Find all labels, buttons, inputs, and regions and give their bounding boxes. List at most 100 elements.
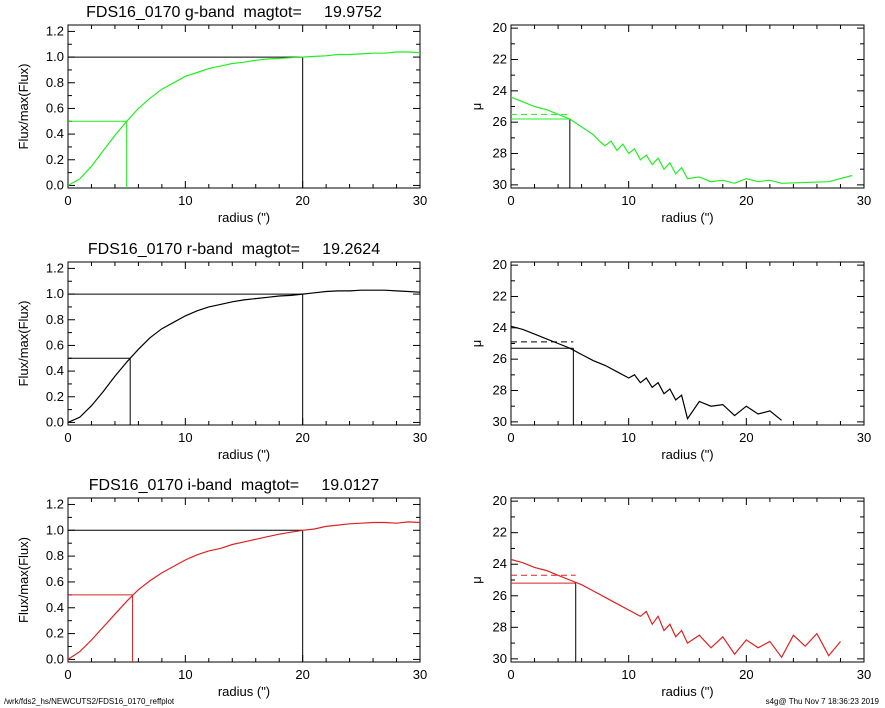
y-tick-label: 30 [493, 414, 507, 429]
y-tick-label: 0.6 [46, 100, 64, 115]
plot-area [511, 558, 841, 662]
y-tick-label: 0.2 [46, 626, 64, 641]
x-tick-label: 10 [178, 667, 192, 682]
chart-panel-3: 0 10 20 30 0.0 0.2 0.4 0.6 0.8 1.0 1.2 radius (") Fl… [16, 241, 427, 462]
x-tick-label: 10 [621, 193, 635, 208]
data-series-line [511, 558, 841, 659]
y-tick-label: 20 [493, 493, 507, 508]
y-tick-label: 1.2 [46, 23, 64, 38]
plot-area [511, 325, 782, 425]
data-series-line [68, 289, 420, 423]
footer-file-path: /wrk/fds2_hs/NEWCUTS2/FDS16_0170_reffplo… [4, 697, 175, 706]
x-tick-label: 30 [857, 430, 871, 445]
y-tick-label: 0.6 [46, 337, 64, 352]
y-tick-label: 0.2 [46, 389, 64, 404]
x-tick-label: 20 [295, 667, 309, 682]
x-axis-label: radius (") [218, 684, 270, 699]
plot-area [68, 51, 420, 188]
y-tick-label: 0.4 [46, 363, 64, 378]
x-axis-label: radius (") [661, 210, 713, 225]
y-tick-label: 1.0 [46, 522, 64, 537]
y-axis-label: Flux/max(Flux) [16, 301, 31, 387]
y-tick-label: 0.0 [46, 177, 64, 192]
x-tick-label: 10 [178, 430, 192, 445]
data-series-line [68, 521, 420, 660]
y-tick-label: 24 [493, 556, 507, 571]
x-tick-label: 30 [857, 667, 871, 682]
plot-area [68, 289, 420, 425]
plot-frame [510, 497, 865, 663]
y-tick-label: 0.4 [46, 126, 64, 141]
y-axis-label: Flux/max(Flux) [16, 64, 31, 150]
plot-frame [510, 24, 865, 189]
y-tick-label: 26 [493, 588, 507, 603]
y-tick-label: 0.6 [46, 574, 64, 589]
data-series-line [68, 51, 420, 186]
x-tick-label: 0 [64, 667, 71, 682]
x-tick-label: 0 [507, 193, 514, 208]
x-tick-label: 20 [739, 667, 753, 682]
y-tick-label: 28 [493, 619, 507, 634]
x-tick-label: 10 [621, 430, 635, 445]
y-tick-label: 0.0 [46, 651, 64, 666]
y-axis-label: μ [469, 340, 484, 348]
x-tick-label: 10 [178, 193, 192, 208]
data-series-line [511, 325, 782, 421]
chart-panel-6: 0 10 20 30 20 22 24 26 28 30 radius (") μ [469, 493, 871, 699]
plot-frame [510, 261, 865, 426]
chart-title: FDS16_0170 r-band magtot= 19.2624 [88, 241, 380, 258]
y-tick-label: 24 [493, 83, 507, 98]
plot-frame [67, 497, 421, 663]
y-tick-label: 28 [493, 383, 507, 398]
x-axis-label: radius (") [661, 684, 713, 699]
y-tick-label: 1.2 [46, 496, 64, 511]
y-axis-label: μ [469, 103, 484, 111]
y-tick-label: 24 [493, 320, 507, 335]
plot-area [68, 521, 420, 662]
chart-title: FDS16_0170 i-band magtot= 19.0127 [89, 477, 380, 494]
x-tick-label: 0 [507, 667, 514, 682]
y-tick-label: 0.8 [46, 548, 64, 563]
y-tick-label: 26 [493, 114, 507, 129]
data-series-line [511, 96, 853, 184]
y-tick-label: 30 [493, 177, 507, 192]
y-tick-label: 0.4 [46, 600, 64, 615]
plot-frame [67, 24, 421, 189]
chart-panel-5: 0 10 20 30 0.0 0.2 0.4 0.6 0.8 1.0 1.2 radius (") Fl… [16, 477, 427, 699]
chart-panel-4: 0 10 20 30 20 22 24 26 28 30 radius (") μ [469, 257, 871, 462]
y-tick-label: 1.2 [46, 260, 64, 275]
x-axis-label: radius (") [218, 210, 270, 225]
x-axis-label: radius (") [661, 447, 713, 462]
y-tick-label: 22 [493, 525, 507, 540]
footer-timestamp: s4g@ Thu Nov 7 18:36:23 2019 [765, 697, 879, 706]
x-tick-label: 30 [413, 667, 427, 682]
x-tick-label: 20 [739, 193, 753, 208]
x-tick-label: 30 [413, 430, 427, 445]
x-tick-label: 20 [739, 430, 753, 445]
x-tick-label: 0 [64, 193, 71, 208]
plot-frame [67, 261, 421, 426]
y-tick-label: 0.8 [46, 75, 64, 90]
y-tick-label: 30 [493, 651, 507, 666]
x-tick-label: 20 [295, 193, 309, 208]
x-tick-label: 10 [621, 667, 635, 682]
y-tick-label: 1.0 [46, 49, 64, 64]
y-tick-label: 20 [493, 257, 507, 272]
y-tick-label: 20 [493, 20, 507, 35]
chart-panel-2: 0 10 20 30 20 22 24 26 28 30 radius (") μ [469, 20, 871, 225]
plot-area [511, 96, 853, 188]
y-tick-label: 0.8 [46, 312, 64, 327]
y-tick-label: 0.0 [46, 414, 64, 429]
y-tick-label: 26 [493, 351, 507, 366]
y-axis-label: Flux/max(Flux) [16, 537, 31, 623]
y-tick-label: 1.0 [46, 286, 64, 301]
x-tick-label: 30 [857, 193, 871, 208]
y-tick-label: 22 [493, 51, 507, 66]
x-tick-label: 20 [295, 430, 309, 445]
y-tick-label: 22 [493, 288, 507, 303]
x-axis-label: radius (") [218, 447, 270, 462]
x-tick-label: 0 [507, 430, 514, 445]
y-axis-label: μ [469, 576, 484, 584]
x-tick-label: 0 [64, 430, 71, 445]
